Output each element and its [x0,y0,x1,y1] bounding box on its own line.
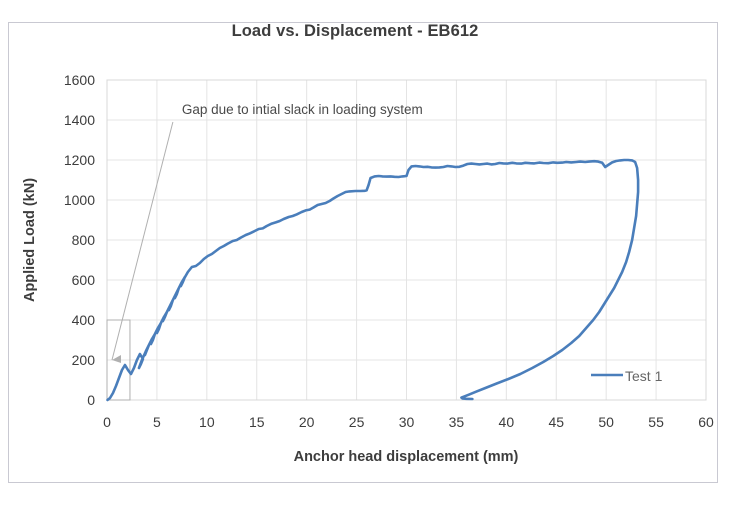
data-series-layer [106,158,640,402]
y-tick-label: 1000 [64,192,95,208]
y-tick-label: 1400 [64,112,95,128]
chart-frame [8,22,718,483]
grid-layer [106,79,707,401]
x-tick-label: 40 [499,414,515,430]
x-axis-title: Anchor head displacement (mm) [294,449,519,465]
x-tick-label: 25 [349,414,365,430]
x-tick-label: 35 [449,414,465,430]
x-tick-label: 45 [548,414,564,430]
x-axis-tick-labels: 0 5 10 15 20 25 30 35 40 45 50 55 60 [103,414,714,430]
annotation-layer: Gap due to intial slack in loading syste… [106,102,423,401]
annotation-arrowhead [111,355,121,363]
x-tick-label: 15 [249,414,265,430]
y-tick-label: 200 [72,352,96,368]
y-tick-label: 0 [87,392,95,408]
plot-area-border [106,79,707,401]
y-tick-label: 1200 [64,152,95,168]
y-tick-label: 400 [72,312,96,328]
chart-legend[interactable]: Test 1 [591,368,663,384]
x-tick-label: 0 [103,414,111,430]
x-tick-label: 60 [698,414,714,430]
x-tick-label: 10 [199,414,215,430]
x-tick-label: 55 [648,414,664,430]
y-tick-label: 600 [72,272,96,288]
annotation-text: Gap due to intial slack in loading syste… [182,102,423,117]
legend-label-test-1[interactable]: Test 1 [625,368,663,384]
y-tick-label: 800 [72,232,96,248]
y-axis-tick-labels: 0 200 400 600 800 1000 1200 1400 1600 [64,72,95,408]
y-tick-label: 1600 [64,72,95,88]
annotation-callout-box [106,319,131,401]
annotation-leader-line [111,121,174,361]
x-tick-label: 50 [598,414,614,430]
data-series-line [106,158,640,402]
x-tick-label: 20 [299,414,315,430]
plot-area-rect [106,79,707,401]
x-tick-label: 5 [153,414,161,430]
chart-title: Load vs. Displacement - EB612 [231,22,479,40]
y-axis-title: Applied Load (kN) [22,178,38,302]
x-tick-label: 30 [399,414,415,430]
